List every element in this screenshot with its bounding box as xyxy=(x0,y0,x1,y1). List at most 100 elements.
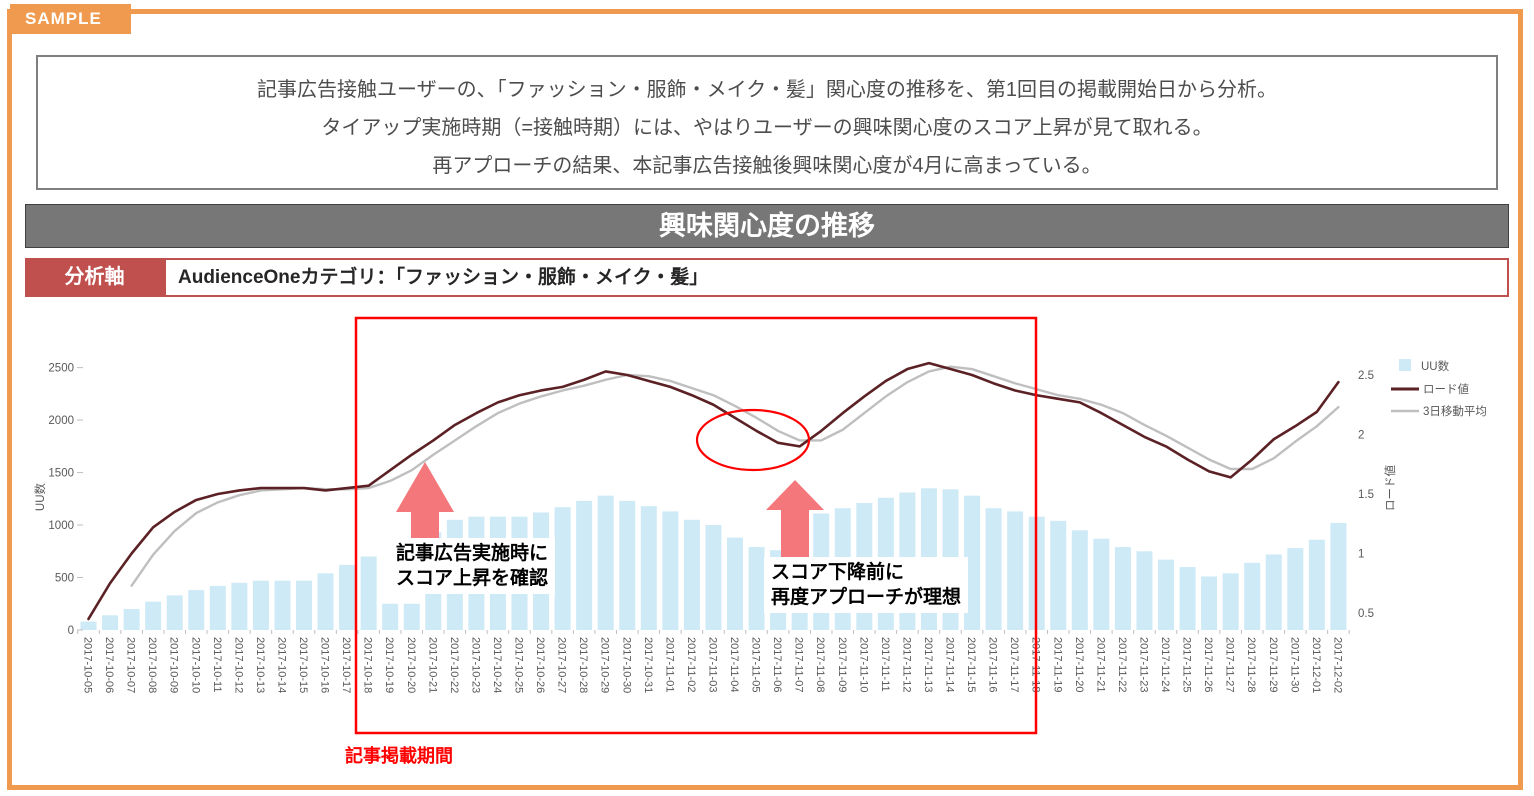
x-axis-label: 2017-10-22 xyxy=(448,637,460,693)
x-axis-label: 2017-11-30 xyxy=(1288,637,1300,692)
x-axis-label: 2017-10-17 xyxy=(340,637,352,693)
x-axis-label: 2017-11-28 xyxy=(1245,637,1257,692)
x-axis-label: 2017-10-31 xyxy=(642,637,654,693)
uu-bar xyxy=(748,547,765,630)
legend-label-avg: 3日移動平均 xyxy=(1423,404,1487,418)
x-axis-label: 2017-11-26 xyxy=(1202,637,1214,692)
uu-bar xyxy=(339,564,356,630)
x-axis-label: 2017-12-01 xyxy=(1310,637,1322,693)
x-axis-label: 2017-11-14 xyxy=(944,637,956,692)
x-axis-label: 2017-11-03 xyxy=(706,637,718,692)
x-axis-label: 2017-10-08 xyxy=(146,637,158,693)
uu-bar xyxy=(1093,538,1110,630)
x-axis-label: 2017-10-27 xyxy=(556,637,568,693)
x-axis-label: 2017-11-24 xyxy=(1159,637,1171,692)
uu-bar xyxy=(252,580,269,630)
left-axis-title: UU数 xyxy=(33,482,47,511)
analysis-axis-label: 分析軸 xyxy=(25,258,164,297)
uu-bar xyxy=(640,506,657,630)
uu-bar xyxy=(705,525,722,630)
x-axis-label: 2017-11-09 xyxy=(836,637,848,692)
svg-text:2000: 2000 xyxy=(48,415,74,427)
uu-bar xyxy=(727,537,743,630)
x-axis-label: 2017-11-20 xyxy=(1073,637,1085,692)
publication-period-box xyxy=(354,316,1038,735)
x-axis-label: 2017-10-29 xyxy=(599,637,611,693)
uu-bar xyxy=(403,603,420,630)
uu-bar xyxy=(231,582,248,630)
x-axis-label: 2017-10-16 xyxy=(319,637,331,693)
load-value-line xyxy=(87,361,1340,621)
uu-bar xyxy=(1330,522,1347,630)
sample-badge: SAMPLE xyxy=(10,4,131,34)
page-border-frame xyxy=(7,9,1523,790)
x-axis-label: 2017-11-25 xyxy=(1181,637,1193,692)
x-axis-label: 2017-10-19 xyxy=(383,637,395,693)
x-axis-label: 2017-10-11 xyxy=(211,637,223,692)
uu-bar xyxy=(619,500,636,630)
uu-bar xyxy=(964,495,981,630)
x-axis-label: 2017-10-12 xyxy=(232,637,244,693)
uu-bar xyxy=(274,580,291,630)
svg-text:0: 0 xyxy=(68,625,74,637)
uu-bar xyxy=(1201,576,1218,630)
x-axis-label: 2017-10-23 xyxy=(469,637,481,693)
right-axis-title: ロード値 xyxy=(1384,465,1397,511)
uu-bar xyxy=(1287,548,1304,630)
uu-bar xyxy=(662,511,679,630)
uu-bar xyxy=(1050,520,1067,630)
annotation-score-rise-line-2: スコア上昇を確認 xyxy=(396,568,549,589)
annotation-score-rise-line-1: 記事広告実施時に xyxy=(396,543,549,564)
axes: 0 500 1000 1500 2000 2500 0.5 1 1.5 2 2.5 2017-10-0… xyxy=(33,363,1397,694)
annotation-reapproach: スコア下降前に 再度アプローチが理想 xyxy=(764,557,969,613)
x-axis-label: 2017-11-05 xyxy=(750,637,762,692)
svg-text:0.5: 0.5 xyxy=(1358,608,1374,620)
uu-bar xyxy=(1071,530,1088,630)
reapproach-arrow-icon xyxy=(766,480,824,565)
x-axis-label: 2017-11-23 xyxy=(1137,637,1149,692)
uu-bar xyxy=(317,573,334,630)
x-axis-label: 2017-10-09 xyxy=(168,637,180,693)
x-axis-label: 2017-12-02 xyxy=(1331,637,1343,693)
x-axis-label: 2017-11-29 xyxy=(1267,637,1279,692)
uu-bar xyxy=(1007,511,1024,630)
svg-text:1000: 1000 xyxy=(48,520,74,532)
uu-bar xyxy=(209,585,226,630)
uu-bar xyxy=(360,556,377,630)
svg-text:500: 500 xyxy=(55,573,74,585)
annotation-reapproach-line-2: 再度アプローチが理想 xyxy=(771,587,962,608)
svg-text:2: 2 xyxy=(1358,430,1364,442)
x-axis-label: 2017-11-22 xyxy=(1116,637,1128,692)
summary-line-2: タイアップ実施時期（=接触時期）には、やはりユーザーの興味関心度のスコア上昇が見… xyxy=(321,117,1213,139)
publication-period-label: 記事掲載期間 xyxy=(345,746,453,766)
x-axis-label: 2017-11-08 xyxy=(814,637,826,692)
x-axis-label: 2017-10-07 xyxy=(125,637,137,693)
uu-bar xyxy=(102,615,119,630)
x-axis-label: 2017-11-04 xyxy=(728,637,740,692)
svg-text:2.5: 2.5 xyxy=(1358,370,1374,382)
svg-text:2500: 2500 xyxy=(48,363,74,375)
legend-swatch-uu xyxy=(1399,359,1411,371)
svg-text:1: 1 xyxy=(1358,549,1364,561)
uu-bar xyxy=(382,603,399,630)
score-rise-arrow-icon xyxy=(396,462,454,542)
x-axis-label: 2017-10-10 xyxy=(189,637,201,693)
uu-bar xyxy=(1114,547,1131,630)
x-axis-label: 2017-11-21 xyxy=(1094,637,1106,692)
x-axis-label: 2017-11-02 xyxy=(685,637,697,692)
uu-bars xyxy=(80,488,1347,630)
x-axis-label: 2017-11-07 xyxy=(793,637,805,692)
uu-bar xyxy=(1222,573,1239,630)
x-axis-label: 2017-11-10 xyxy=(857,637,869,692)
x-axis-label: 2017-11-15 xyxy=(965,637,977,692)
uu-bar xyxy=(1158,559,1174,630)
x-axis-label: 2017-10-24 xyxy=(491,637,503,693)
x-axis-label: 2017-10-15 xyxy=(297,637,309,693)
x-axis-label: 2017-11-12 xyxy=(900,637,912,692)
x-axis-label: 2017-10-26 xyxy=(534,637,546,693)
uu-bar xyxy=(576,500,593,630)
x-axis-label: 2017-11-27 xyxy=(1224,637,1236,692)
x-axis-label: 2017-11-13 xyxy=(922,637,934,692)
